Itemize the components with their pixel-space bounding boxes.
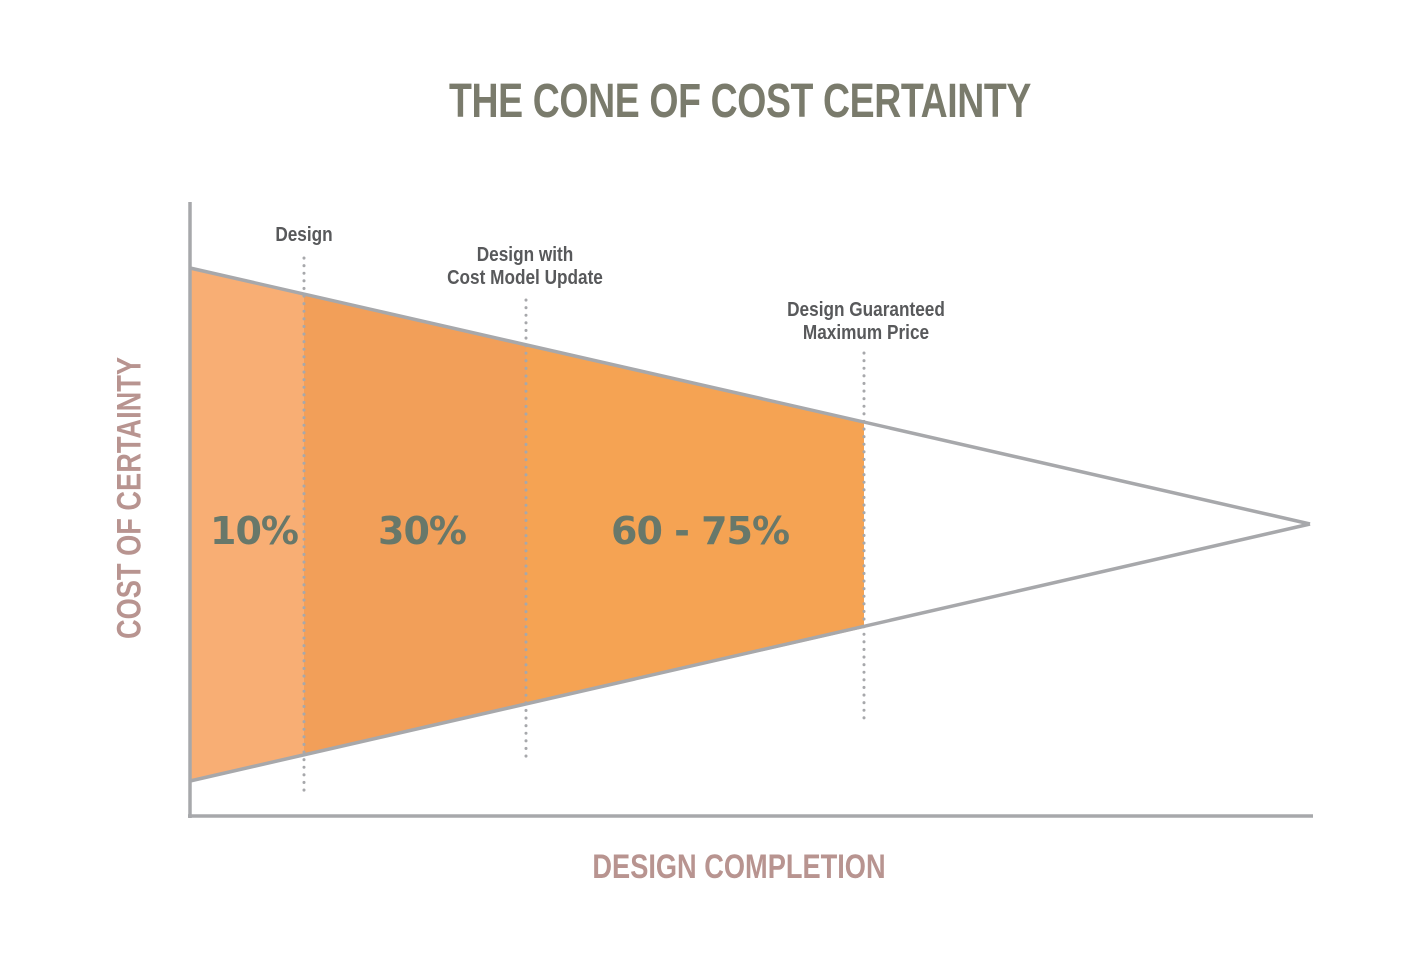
stage-label-line: Design with (476, 244, 574, 266)
cone-top-edge (189, 266, 1311, 526)
stage-label-line: Design (275, 224, 333, 246)
cone-bottom-edge (189, 522, 1311, 783)
stage-label-line: Design Guaranteed (787, 299, 945, 321)
percent-design: 10% (210, 509, 299, 553)
region-design (190, 268, 304, 781)
x-axis-label: DESIGN COMPLETION (592, 848, 886, 886)
region-cost-model (304, 293, 526, 756)
region-gmp (526, 344, 864, 705)
percent-gmp: 60 - 75% (611, 509, 790, 553)
percent-cost-model: 30% (378, 509, 467, 553)
stage-label-cost-model: Design with Cost Model Update (439, 244, 611, 290)
stage-label-line: Maximum Price (802, 322, 930, 344)
stage-label-line: Cost Model Update (447, 267, 603, 289)
stage-label-design: Design (261, 224, 347, 247)
y-axis-label: COST OF CERTAINTY (110, 356, 149, 640)
chart-title: THE CONE OF COST CERTAINTY (449, 75, 1031, 128)
stage-label-gmp: Design Guaranteed Maximum Price (780, 299, 952, 345)
